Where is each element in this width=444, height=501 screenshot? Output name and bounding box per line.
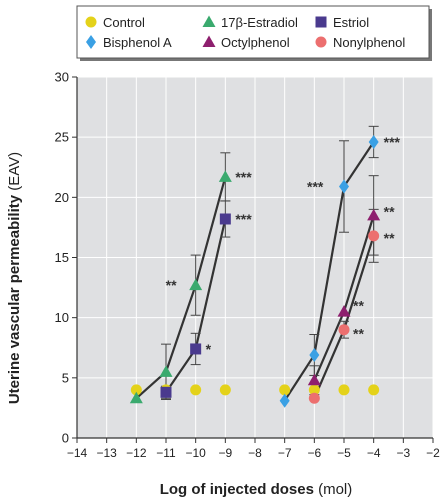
x-axis-label-main: Log of injected doses [160,481,314,498]
data-point-bisphenol [368,134,379,149]
data-point-octylphenol [337,305,351,317]
significance-label: ** [353,298,364,314]
legend-label-octylphenol: Octylphenol [221,35,290,50]
data-point-octylphenol [307,373,321,386]
x-axis-label: Log of injected doses (mol) [160,481,353,498]
legend-label-estriol: Estriol [333,15,369,30]
legend-marker-octylphenol [202,35,216,47]
data-point-control [219,384,231,396]
data-point-control [130,384,142,396]
plot-area: 0 5 10 15 20 25 30 −14 −13 −12 −11 −10 −9 −8 −7 −6 −5 −4 −… [55,70,441,461]
legend: Control 17β-Estradiol Estriol Bisphenol A Oc… [76,5,432,61]
data-point-bisphenol [279,393,290,408]
significance-label: ** [353,326,364,342]
data-point-estradiol [189,278,203,291]
data-point-estradiol [129,391,143,404]
data-point-nonylphenol [368,230,380,242]
significance-label: * [206,341,212,357]
legend-marker-nonylphenol [315,36,327,48]
data-point-estriol [160,386,172,398]
y-tick-label: 20 [55,190,69,205]
data-point-nonylphenol [338,324,350,336]
legend-marker-estradiol [202,15,216,27]
legend-label-estradiol: 17β-Estradiol [221,15,298,30]
significance-label: *** [235,169,252,185]
legend-marker-control [85,16,97,28]
data-point-control [338,384,350,396]
legend-label-nonylphenol: Nonylphenol [333,35,405,50]
data-point-bisphenol [309,347,320,362]
y-axis-label-unit: (EAV) [6,152,23,195]
significance-label: *** [384,134,401,150]
x-tick-label: −11 [156,446,176,460]
significance-label: ** [166,277,177,293]
data-point-control [279,384,291,396]
x-tick-label: −8 [248,446,262,460]
x-tick-label: −14 [67,446,88,460]
data-point-nonylphenol [308,392,320,404]
y-tick-label: 10 [55,310,69,325]
significance-label: ** [384,203,395,219]
data-point-estradiol [159,365,173,377]
x-tick-label: −5 [337,446,351,460]
y-axis-label: Uterine vascular permeability (EAV) [6,152,23,404]
y-tick-label: 5 [62,370,69,385]
significance-label: *** [307,179,324,195]
data-point-control [308,384,320,396]
x-tick-label: −10 [185,446,206,460]
legend-marker-bisphenol [86,35,96,49]
y-tick-label: 0 [62,431,69,446]
data-point-estradiol [218,170,232,182]
legend-box [76,5,430,59]
legend-label-control: Control [103,15,145,30]
x-tick-label: −7 [278,446,292,460]
legend-marker-estriol [315,16,327,28]
significance-label: ** [384,230,395,246]
y-tick-label: 15 [55,250,69,265]
data-point-estriol [219,213,231,225]
y-tick-label: 30 [55,70,69,85]
x-axis-label-unit: (mol) [314,481,352,498]
x-tick-label: −13 [96,446,117,460]
y-axis-label-main: Uterine vascular permeability [6,194,23,404]
significance-label: *** [235,211,252,227]
x-tick-label: −3 [396,446,410,460]
x-tick-label: −4 [367,446,381,460]
data-point-control [190,384,202,396]
data-point-control [368,384,380,396]
data-point-octylphenol [367,208,381,221]
x-tick-label: −9 [218,446,232,460]
legend-label-bisphenol: Bisphenol A [103,35,172,50]
x-tick-label: −2 [426,446,440,460]
series-line-estradiol [135,176,227,400]
y-tick-label: 25 [55,130,69,145]
data-point-estriol [190,343,202,355]
series-line-bisphenol [283,141,375,402]
data-point-bisphenol [339,179,349,194]
x-tick-label: −6 [307,446,321,460]
x-tick-label: −12 [126,446,147,460]
